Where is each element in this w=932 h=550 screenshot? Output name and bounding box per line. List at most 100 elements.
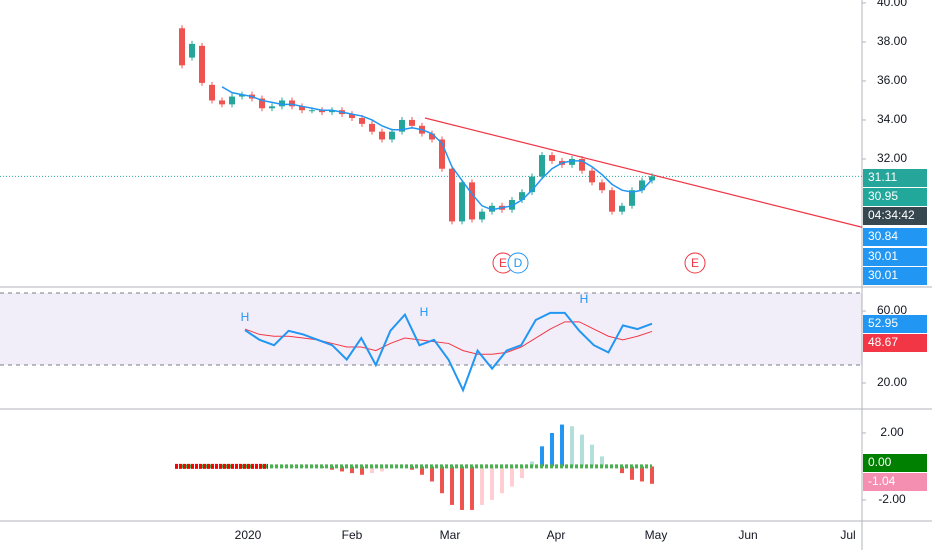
- x-tick-label: Apr: [547, 528, 566, 542]
- candle-body: [289, 100, 295, 107]
- candle-body: [369, 123, 375, 132]
- macd-bar: [590, 444, 594, 467]
- candle-body: [209, 84, 215, 101]
- candle-body: [239, 94, 245, 97]
- price-label: 30.01: [868, 268, 898, 282]
- macd-bar: [620, 466, 624, 474]
- candle-body: [199, 45, 205, 83]
- x-tick-label: 2020: [235, 528, 262, 542]
- candle-body: [329, 110, 335, 113]
- macd-bar: [560, 424, 564, 467]
- candle-body: [179, 28, 185, 66]
- macd-bar: [530, 461, 534, 467]
- candle-body: [619, 205, 625, 212]
- rsi-marker: H: [580, 292, 589, 306]
- x-tick-label: Mar: [440, 528, 461, 542]
- candle-body: [649, 176, 655, 181]
- macd-bar: [440, 466, 444, 494]
- macd-bar: [570, 426, 574, 467]
- price-label: 30.95: [868, 189, 898, 203]
- macd-bar: [450, 466, 454, 505]
- price-label-bg: [863, 473, 927, 491]
- candle-body: [469, 182, 475, 220]
- candle-body: [279, 100, 285, 107]
- candle-body: [639, 180, 645, 191]
- macd-bar: [580, 434, 584, 467]
- y-tick-label: 38.00: [877, 34, 907, 48]
- y-tick-label: 2.00: [880, 425, 904, 439]
- candle-body: [379, 131, 385, 140]
- candle-body: [549, 155, 555, 161]
- x-tick-label: Jul: [840, 528, 855, 542]
- candle-body: [519, 192, 525, 200]
- macd-bar: [470, 466, 474, 510]
- price-label: 52.95: [868, 316, 898, 330]
- moving-average: [221, 86, 653, 211]
- macd-bar: [650, 466, 654, 484]
- y-tick-label: 60.00: [877, 303, 907, 317]
- candle-body: [459, 182, 465, 222]
- candle-body: [429, 133, 435, 140]
- y-tick-label: 20.00: [877, 375, 907, 389]
- candle-body: [219, 100, 225, 105]
- macd-bar: [520, 466, 524, 479]
- candle-body: [299, 106, 305, 111]
- candle-body: [509, 199, 515, 210]
- y-tick-label: -2.00: [878, 492, 906, 506]
- y-tick-label: 40.00: [877, 0, 907, 9]
- candle-body: [259, 98, 265, 109]
- macd-bar: [340, 466, 344, 472]
- macd-bar: [360, 466, 364, 475]
- x-tick-label: Jun: [738, 528, 757, 542]
- candle-body: [449, 168, 455, 222]
- price-label: 30.01: [868, 249, 898, 263]
- x-tick-label: May: [645, 528, 668, 542]
- macd-bar: [370, 466, 374, 474]
- price-label-bg: [863, 228, 927, 246]
- candle-body: [349, 114, 355, 119]
- y-tick-label: 34.00: [877, 112, 907, 126]
- candle-body: [529, 176, 535, 193]
- macd-bar: [480, 466, 484, 505]
- candle-body: [629, 190, 635, 206]
- price-label-bg: [863, 315, 927, 333]
- candle-body: [569, 158, 575, 165]
- candle-body: [409, 119, 415, 126]
- candle-body: [359, 118, 365, 124]
- macd-bar: [430, 466, 434, 482]
- rsi-line: [244, 321, 653, 355]
- price-label-bg: [863, 188, 927, 206]
- candle-body: [539, 155, 545, 177]
- candle-body: [479, 211, 485, 220]
- rsi-marker: H: [420, 305, 429, 319]
- y-tick-label: 36.00: [877, 73, 907, 87]
- macd-bar: [460, 466, 464, 510]
- candle-body: [399, 119, 405, 132]
- price-label-bg: [863, 248, 927, 266]
- candle-body: [599, 182, 605, 191]
- candle-body: [269, 106, 275, 109]
- trendline: [424, 117, 863, 228]
- price-label: 31.11: [868, 170, 897, 184]
- candle-body: [309, 110, 315, 112]
- price-label: 0.00: [868, 455, 892, 469]
- candle-body: [589, 170, 595, 183]
- price-label: 48.67: [868, 335, 898, 349]
- candle-body: [489, 205, 495, 212]
- price-label-bg: [863, 267, 927, 285]
- macd-bar: [500, 466, 504, 494]
- event-marker: [684, 252, 706, 274]
- event-marker: [507, 252, 529, 274]
- event-label: E: [691, 256, 699, 270]
- rsi-band: [0, 293, 862, 366]
- rsi-marker: H: [241, 310, 250, 324]
- macd-bar: [630, 466, 634, 480]
- price-label-bg: [863, 334, 927, 352]
- price-label-bg: [863, 454, 927, 472]
- candle-body: [189, 43, 195, 58]
- macd-bar: [490, 466, 494, 500]
- macd-bar: [350, 466, 354, 474]
- candle-body: [579, 158, 585, 171]
- macd-bar: [600, 456, 604, 467]
